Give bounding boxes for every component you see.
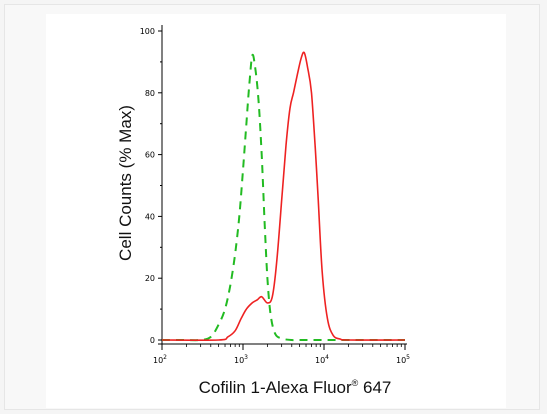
cofilin-series-line [161,51,406,342]
control-series-line [162,53,405,342]
x-tick-label: 105 [396,354,410,365]
x-axis-title-registered-mark: ® [351,378,359,388]
figure-panel [46,14,506,408]
x-axis-title-suffix: 647 [358,378,392,397]
x-axis-title-base: Cofilin 1-Alexa Fluor [198,378,352,397]
x-axis-title: Cofilin 1-Alexa Fluor® 647 [160,378,430,398]
x-tick-label: 102 [153,354,167,365]
y-tick-label: 0 [150,336,155,345]
y-tick-label: 100 [140,27,155,36]
x-tick-label: 103 [234,354,248,365]
y-axis-title-text: Cell Counts (% Max) [116,105,135,261]
y-tick-label: 40 [145,212,155,221]
x-tick-label: 104 [315,354,329,365]
y-tick-label: 80 [145,89,155,98]
y-tick-label: 60 [145,151,155,160]
y-tick-label: 20 [145,274,155,283]
